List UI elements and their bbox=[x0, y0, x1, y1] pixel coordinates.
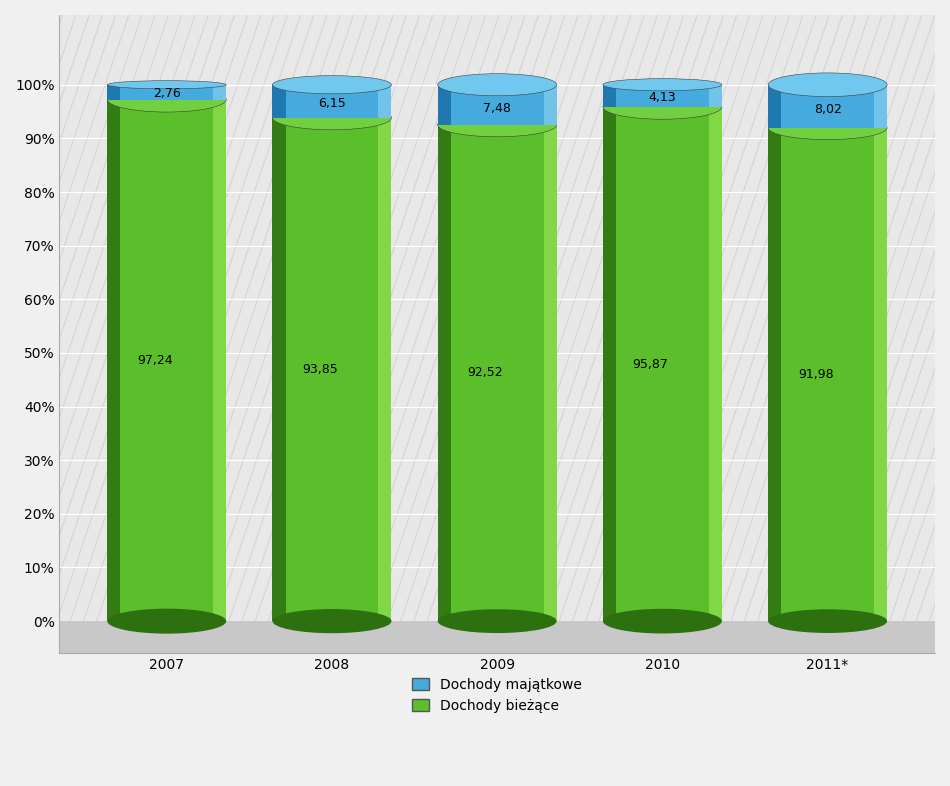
Ellipse shape bbox=[107, 81, 226, 89]
Polygon shape bbox=[543, 125, 557, 621]
Polygon shape bbox=[59, 15, 935, 653]
Polygon shape bbox=[769, 128, 781, 621]
Polygon shape bbox=[543, 85, 557, 125]
Ellipse shape bbox=[273, 609, 391, 634]
Ellipse shape bbox=[769, 116, 887, 140]
Text: 91,98: 91,98 bbox=[798, 368, 833, 381]
Text: 7,48: 7,48 bbox=[484, 101, 511, 115]
Polygon shape bbox=[603, 85, 616, 107]
Text: 97,24: 97,24 bbox=[137, 354, 173, 367]
Ellipse shape bbox=[438, 609, 557, 633]
Text: 2,76: 2,76 bbox=[153, 86, 180, 100]
Polygon shape bbox=[874, 85, 887, 128]
Polygon shape bbox=[438, 125, 451, 621]
Ellipse shape bbox=[603, 94, 722, 119]
Ellipse shape bbox=[107, 87, 226, 112]
Polygon shape bbox=[378, 85, 391, 118]
Ellipse shape bbox=[603, 609, 722, 634]
Polygon shape bbox=[709, 85, 722, 107]
Polygon shape bbox=[107, 100, 226, 621]
Polygon shape bbox=[273, 118, 391, 621]
Polygon shape bbox=[107, 85, 226, 100]
Polygon shape bbox=[107, 85, 121, 100]
Ellipse shape bbox=[769, 73, 887, 97]
Polygon shape bbox=[273, 85, 391, 118]
Legend: Dochody majątkowe, Dochody bieżące: Dochody majątkowe, Dochody bieżące bbox=[406, 671, 589, 720]
Ellipse shape bbox=[273, 105, 391, 130]
Polygon shape bbox=[213, 85, 226, 100]
Polygon shape bbox=[438, 125, 557, 621]
Polygon shape bbox=[438, 85, 557, 125]
Polygon shape bbox=[603, 85, 722, 107]
Polygon shape bbox=[769, 128, 887, 621]
Polygon shape bbox=[378, 118, 391, 621]
Text: 93,85: 93,85 bbox=[302, 363, 338, 376]
Polygon shape bbox=[438, 85, 451, 125]
Ellipse shape bbox=[107, 608, 226, 634]
Ellipse shape bbox=[273, 75, 391, 94]
Polygon shape bbox=[769, 85, 781, 128]
Polygon shape bbox=[273, 85, 286, 118]
Polygon shape bbox=[769, 85, 887, 128]
Polygon shape bbox=[107, 100, 121, 621]
Polygon shape bbox=[213, 100, 226, 621]
Ellipse shape bbox=[769, 609, 887, 633]
Polygon shape bbox=[273, 118, 286, 621]
Polygon shape bbox=[603, 107, 722, 621]
Ellipse shape bbox=[438, 74, 557, 96]
Text: 8,02: 8,02 bbox=[813, 103, 842, 116]
Polygon shape bbox=[874, 128, 887, 621]
Polygon shape bbox=[603, 107, 616, 621]
Polygon shape bbox=[59, 621, 935, 653]
Text: 4,13: 4,13 bbox=[649, 91, 676, 104]
Ellipse shape bbox=[438, 113, 557, 137]
Polygon shape bbox=[709, 107, 722, 621]
Text: 92,52: 92,52 bbox=[467, 366, 504, 380]
Text: 95,87: 95,87 bbox=[633, 358, 669, 370]
Text: 6,15: 6,15 bbox=[318, 97, 346, 110]
Ellipse shape bbox=[603, 79, 722, 91]
